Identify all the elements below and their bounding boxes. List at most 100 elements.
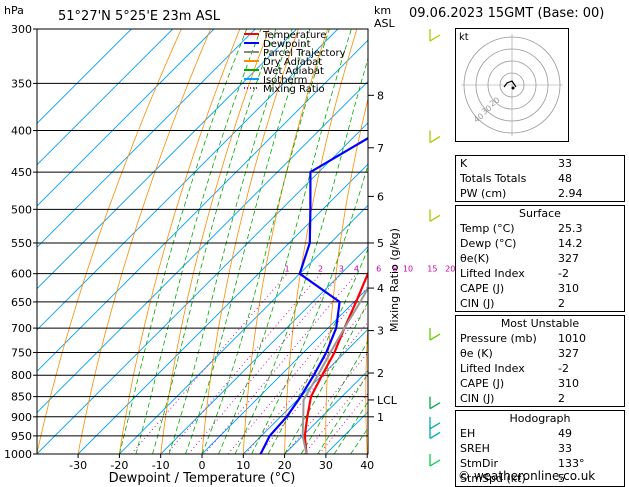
isotherm-line	[0, 29, 297, 454]
wind-barb-flag	[430, 432, 440, 438]
surface-value: 310	[558, 281, 620, 296]
wind-barb-flag	[430, 334, 440, 340]
most-unstable-label: θe (K)	[460, 346, 493, 361]
index-row: PW (cm)2.94	[456, 186, 624, 201]
hpa-label: hPa	[4, 4, 24, 17]
dry-adiabat-line	[161, 29, 269, 454]
most-unstable-label: Lifted Index	[460, 361, 525, 376]
wind-barb-flag	[430, 215, 440, 221]
datetime-title: 09.06.2023 15GMT (Base: 00)	[409, 6, 604, 21]
height-tick-label: LCL	[377, 394, 398, 407]
hodograph-title: Hodograph	[456, 411, 624, 426]
height-tick-label: 2	[377, 367, 384, 380]
x-axis-label: Dewpoint / Temperature (°C)	[109, 471, 296, 486]
surface-title: Surface	[456, 206, 624, 221]
mixing-ratio-label: 3	[339, 265, 344, 274]
wind-barb-flag	[430, 35, 440, 41]
hodograph-index-value: 33	[558, 441, 620, 456]
index-label: Totals Totals	[460, 171, 526, 186]
mixing-ratio-line	[285, 274, 432, 454]
temperature-tick-label: -30	[69, 459, 87, 472]
pressure-tick-label: 700	[11, 322, 32, 335]
wet-adiabat-line	[136, 29, 261, 454]
most-unstable-label: CAPE (J)	[460, 376, 504, 391]
most-unstable-value: -2	[558, 361, 620, 376]
mixing-ratio-label: 20	[445, 265, 455, 274]
surface-value: 2	[558, 296, 620, 311]
index-row: K 33	[456, 156, 624, 171]
pressure-tick-label: 650	[11, 296, 32, 309]
surface-box: Surface Temp (°C) 25.3 Dewp (°C) 14.2 θe(K) 3…	[455, 205, 625, 312]
surface-row: CAPE (J)310	[456, 281, 624, 296]
most-unstable-row: θe (K) 327	[456, 346, 624, 361]
surface-row: Lifted Index-2	[456, 266, 624, 281]
hodograph-index-value: 49	[558, 426, 620, 441]
mixing-ratio-label: 1	[285, 265, 290, 274]
mixing-ratio-label: 15	[427, 265, 437, 274]
index-value: 33	[558, 156, 620, 171]
surface-label: Dewp (°C)	[460, 236, 516, 251]
storm-motion-marker	[512, 87, 515, 90]
location-title: 51°27'N 5°25'E 23m ASL	[58, 9, 221, 24]
surface-label: Temp (°C)	[460, 221, 515, 236]
most-unstable-row: Lifted Index -2	[456, 361, 624, 376]
mixing-ratio-label: 6	[376, 265, 381, 274]
most-unstable-row: Pressure (mb) 1010	[456, 331, 624, 346]
height-tick-label: 5	[377, 237, 384, 250]
series-temperature	[305, 29, 468, 454]
hodograph-index-label: EH	[460, 426, 475, 441]
most-unstable-label: CIN (J)	[460, 391, 494, 406]
index-label: PW (cm)	[460, 186, 506, 201]
surface-row: Dewp (°C) 14.2	[456, 236, 624, 251]
pressure-tick-label: 900	[11, 411, 32, 424]
wind-barb-flag	[430, 460, 440, 466]
surface-row: Temp (°C) 25.3	[456, 221, 624, 236]
wet-adiabat-line	[152, 29, 276, 454]
most-unstable-title: Most Unstable	[456, 316, 624, 331]
hodograph-index-row: SREH 33	[456, 441, 624, 456]
pressure-tick-label: 600	[11, 268, 32, 281]
index-label: K	[460, 156, 467, 171]
pressure-tick-label: 950	[11, 430, 32, 443]
pressure-tick-label: 750	[11, 346, 32, 359]
surface-label: CIN (J)	[460, 296, 494, 311]
hodograph-index-label: SREH	[460, 441, 490, 456]
copyright-footer: © weatheronline.co.uk	[458, 469, 595, 483]
wind-barb-flag	[430, 423, 440, 429]
surface-value: 25.3	[558, 221, 620, 236]
isotherm-line	[0, 29, 255, 454]
asl-label: ASL	[374, 17, 396, 30]
most-unstable-value: 327	[558, 346, 620, 361]
surface-value: 327	[558, 251, 620, 266]
pressure-tick-label: 800	[11, 369, 32, 382]
surface-label: θe(K)	[460, 251, 489, 266]
temperature-tick-label: 40	[360, 459, 374, 472]
height-tick-label: 3	[377, 325, 384, 338]
most-unstable-box: Most Unstable Pressure (mb) 1010 θe (K) 327…	[455, 315, 625, 407]
mixing-ratio-label: 10	[403, 265, 413, 274]
mixing-ratio-axis-label: Mixing Ratio (g/kg)	[388, 228, 401, 332]
dry-adiabat-line	[78, 29, 211, 454]
dry-adiabat-line	[405, 29, 445, 454]
most-unstable-value: 1010	[558, 331, 620, 346]
pressure-tick-label: 1000	[4, 448, 32, 461]
dry-adiabat-line	[119, 29, 239, 454]
wind-barbs	[430, 29, 440, 466]
km-label: km	[374, 4, 391, 17]
pressure-tick-label: 300	[11, 23, 32, 36]
height-tick-label: 8	[377, 89, 384, 102]
surface-value: 14.2	[558, 236, 620, 251]
most-unstable-value: 310	[558, 376, 620, 391]
surface-value: -2	[558, 266, 620, 281]
pressure-tick-label: 550	[11, 237, 32, 250]
mixing-ratio-line	[188, 274, 341, 454]
pressure-tick-label: 850	[11, 391, 32, 404]
height-tick-label: 1	[377, 411, 384, 424]
mixing-ratio-label: 2	[318, 265, 323, 274]
most-unstable-row: CAPE (J) 310	[456, 376, 624, 391]
hodograph-unit: kt	[459, 32, 469, 43]
most-unstable-row: CIN (J)2	[456, 391, 624, 406]
most-unstable-label: Pressure (mb)	[460, 331, 537, 346]
